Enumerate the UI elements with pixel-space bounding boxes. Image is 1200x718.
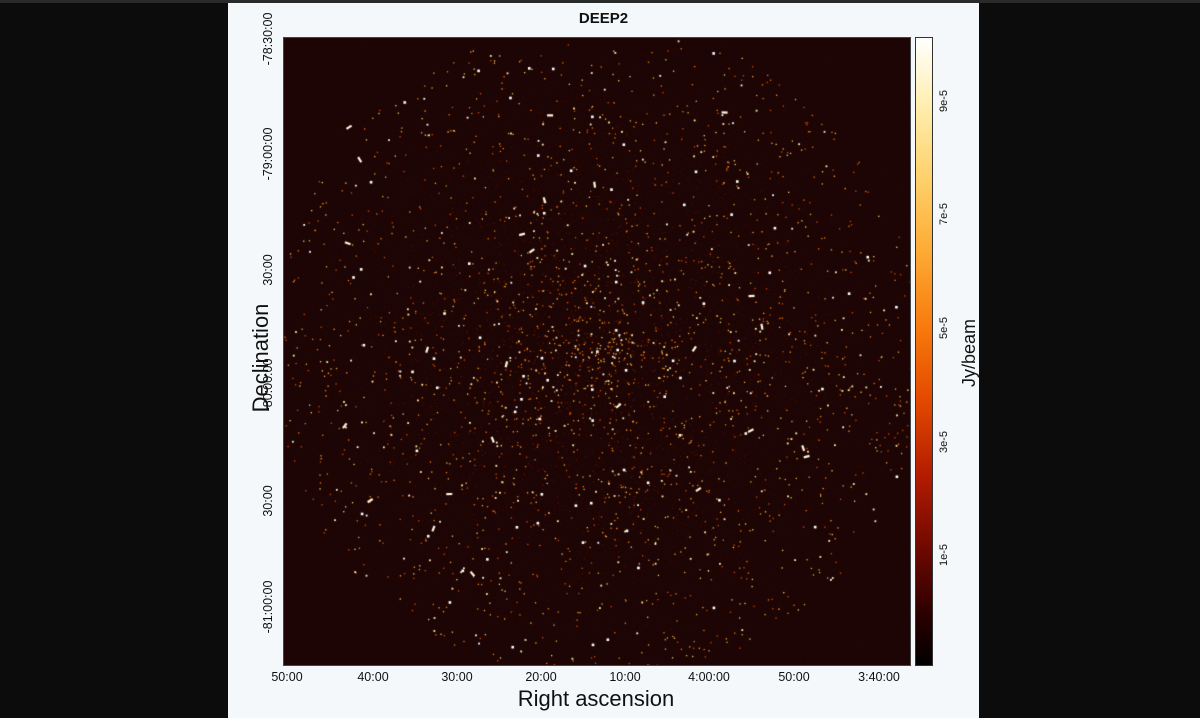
x-tick-label: 50:00 <box>778 670 810 684</box>
x-tick-label: 20:00 <box>525 670 557 684</box>
figure-panel: DEEP2 -78:30:00 -79:00:00 30:00 -80:00:0… <box>228 3 979 718</box>
radio-sky-image <box>283 37 911 666</box>
x-tick-label: 50:00 <box>271 670 303 684</box>
colorbar-tick-label: 9e-5 <box>938 89 950 113</box>
window-top-border <box>0 0 1200 3</box>
colorbar <box>915 37 933 666</box>
x-axis-label: Right ascension <box>517 686 675 711</box>
x-tick-label: 30:00 <box>441 670 473 684</box>
colorbar-tick-label: 1e-5 <box>938 543 950 567</box>
sky-canvas <box>284 38 910 665</box>
colorbar-tick-label: 7e-5 <box>938 202 950 226</box>
colorbar-label: Jy/beam <box>959 318 979 388</box>
y-tick-label: 30:00 <box>261 485 275 517</box>
y-tick-label: -79:00:00 <box>261 127 275 181</box>
figure-title: DEEP2 <box>578 10 629 27</box>
x-tick-label: 10:00 <box>609 670 641 684</box>
x-tick-label: 4:00:00 <box>688 670 730 684</box>
y-tick-label: -78:30:00 <box>261 12 275 66</box>
x-tick-label: 40:00 <box>357 670 389 684</box>
y-axis-label: Declination <box>248 303 273 413</box>
colorbar-tick-label: 5e-5 <box>938 316 950 340</box>
colorbar-tick-label: 3e-5 <box>938 430 950 454</box>
x-tick-label: 3:40:00 <box>858 670 900 684</box>
y-tick-label: -81:00:00 <box>261 580 275 634</box>
